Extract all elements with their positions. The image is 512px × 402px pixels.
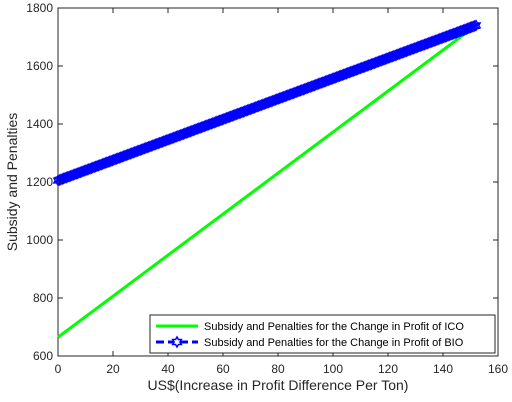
x-axis-label: US$(Increase in Profit Difference Per To… [148,377,409,393]
legend-label-0: Subsidy and Penalties for the Change in … [204,321,464,333]
x-tick-label: 60 [216,362,230,376]
series-layer [52,19,482,339]
legend-marker-1 [171,335,183,349]
axes-layer: 0 20 40 60 80 100 120 140 160 600 800 1000 1200 1400 1… [26,1,508,376]
x-tick-label: 160 [488,362,508,376]
x-tick-label: 0 [55,362,62,376]
x-tick-label: 120 [378,362,398,376]
plot-area [57,7,499,357]
y-tick-label: 600 [33,349,53,363]
legend-box [149,314,496,354]
legend-label-1: Subsidy and Penalties for the Change in … [204,337,464,349]
y-tick-label: 1200 [26,175,53,189]
y-axis-label: Subsidy and Penalties [4,113,20,252]
x-tick-label: 100 [323,362,343,376]
x-tick-label: 40 [161,362,175,376]
series-1-line [57,23,477,182]
x-tick-label: 140 [433,362,453,376]
y-tick-label: 1800 [26,1,53,15]
y-tick-label: 1000 [26,233,53,247]
x-tick-label: 80 [271,362,285,376]
x-tick-label: 20 [106,362,120,376]
y-tick-label: 1400 [26,117,53,131]
series-1-marker [470,19,482,32]
y-tick-label: 1600 [26,59,53,73]
series-0-line [57,24,477,339]
legend: Subsidy and Penalties for the Change in … [149,314,496,354]
y-tick-label: 800 [33,291,53,305]
